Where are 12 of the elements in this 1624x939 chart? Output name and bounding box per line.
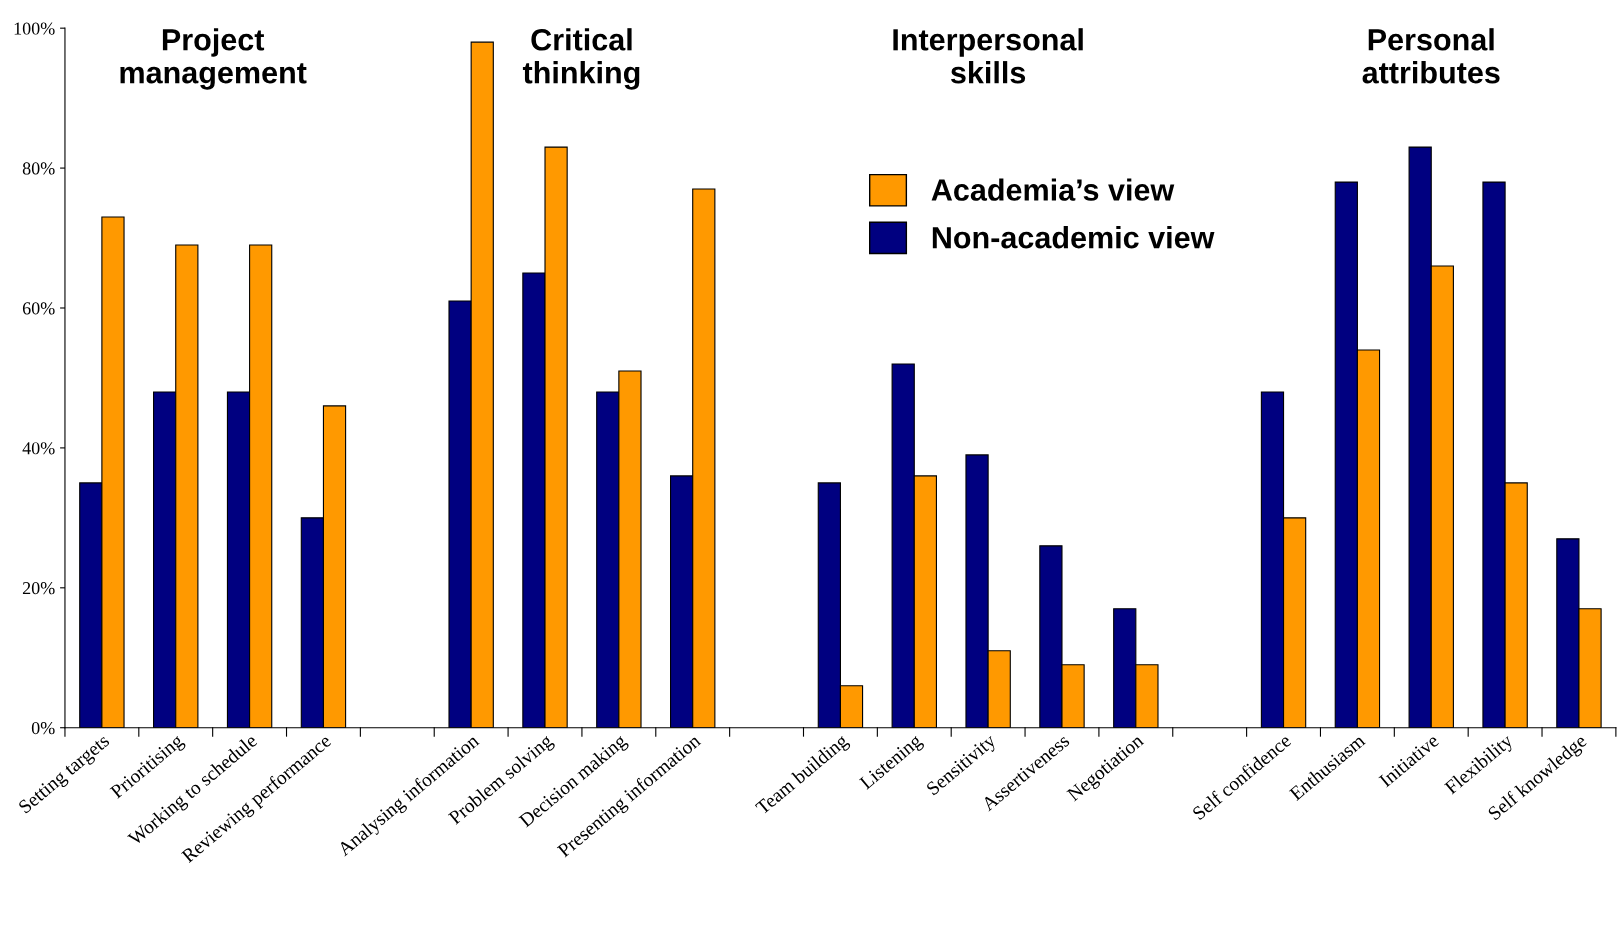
y-tick-label: 60%	[22, 302, 55, 315]
legend-label: Academia’s view	[931, 178, 1175, 201]
annotation: Project management	[120, 28, 307, 90]
annotation: Interpersonal skills	[893, 28, 1083, 84]
annotation: Personal attributes	[1362, 28, 1500, 84]
y-tick-label: 100%	[14, 22, 55, 35]
annotation: Critical thinking	[522, 28, 640, 90]
y-tick-label: 20%	[22, 582, 55, 595]
y-tick-label: 80%	[22, 162, 55, 175]
y-tick-label: 40%	[22, 442, 55, 455]
legend-label: Non-academic view	[932, 226, 1215, 249]
y-tick-label: 0%	[31, 721, 55, 735]
